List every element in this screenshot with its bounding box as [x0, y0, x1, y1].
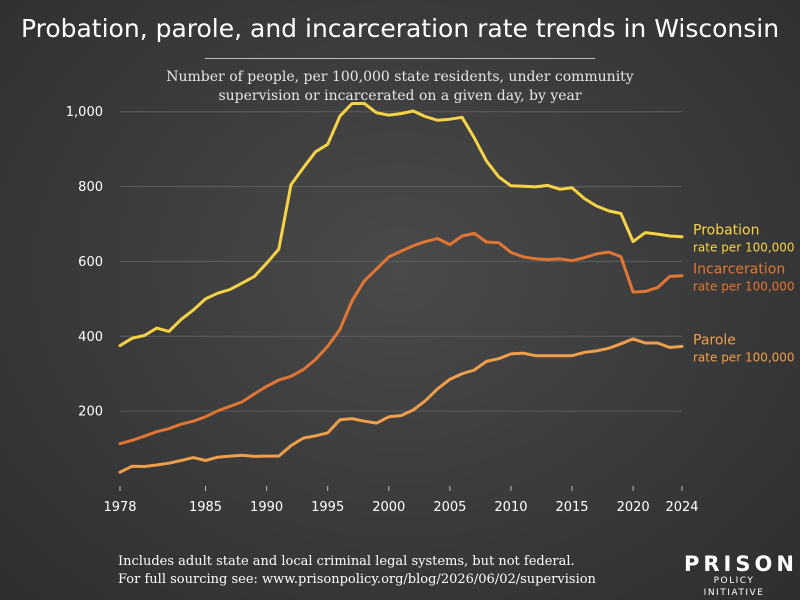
footnote: Includes adult state and local criminal …: [118, 553, 596, 589]
series-sublabel-parole: rate per 100,000: [693, 350, 795, 364]
series-label-parole: Parole: [693, 332, 736, 348]
series-label-probation: Probation: [693, 223, 760, 239]
y-axis-ticks: 200 400 600 800 1,000: [66, 105, 103, 419]
chart-subtitle: Number of people, per 100,000 state resi…: [0, 68, 800, 106]
x-tick-label-2020: 2020: [617, 500, 650, 515]
series-label-incarceration: Incarceration: [693, 262, 785, 278]
x-tick-label-1985: 1985: [189, 500, 222, 515]
x-tick-label-2015: 2015: [555, 500, 588, 515]
y-tick-label-600: 600: [78, 255, 103, 270]
subtitle-line-2: supervision or incarcerated on a given d…: [218, 88, 582, 104]
series-lines: [118, 102, 684, 474]
y-tick-label-1000: 1,000: [66, 105, 103, 120]
x-axis-ticks: 1978 1985 1990 1995 2000 2005 2010 2015 2020 2024: [103, 486, 699, 515]
gridlines: [120, 111, 682, 412]
x-tick-label-2000: 2000: [372, 500, 405, 515]
x-tick-label-2024: 2024: [665, 500, 698, 515]
chart-title: Probation, parole, and incarceration rat…: [20, 14, 780, 43]
x-tick-label-2005: 2005: [433, 500, 466, 515]
x-tick-label-1995: 1995: [311, 500, 344, 515]
series-line-incarceration: [118, 231, 684, 446]
series-line-probation: [118, 102, 684, 348]
series-line-parole: [118, 337, 684, 474]
x-tick-label-1990: 1990: [250, 500, 283, 515]
series-sublabel-probation: rate per 100,000: [693, 241, 795, 255]
series-labels: Probation rate per 100,000 Incarceration ra…: [693, 223, 795, 365]
logo-line-1: PRISON: [684, 552, 798, 576]
prison-policy-logo: PRISON POLICY INITIATIVE: [684, 552, 798, 599]
x-tick-label-1978: 1978: [103, 500, 136, 515]
footnote-line-1: Includes adult state and local criminal …: [118, 554, 575, 569]
y-tick-label-200: 200: [78, 405, 103, 420]
subtitle-line-1: Number of people, per 100,000 state resi…: [166, 69, 634, 85]
footnote-line-2: For full sourcing see: www.prisonpolicy.…: [118, 572, 596, 587]
title-divider: [205, 58, 595, 59]
y-tick-label-800: 800: [78, 180, 103, 195]
logo-line-2: POLICY INITIATIVE: [703, 576, 765, 598]
x-tick-label-2010: 2010: [494, 500, 527, 515]
y-tick-label-400: 400: [78, 330, 103, 345]
series-sublabel-incarceration: rate per 100,000: [693, 280, 795, 294]
